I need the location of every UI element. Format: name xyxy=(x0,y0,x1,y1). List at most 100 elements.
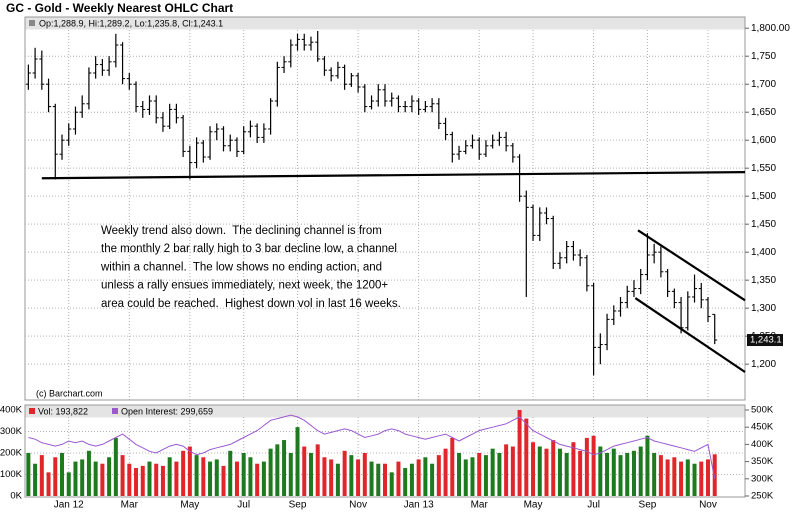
trend-line xyxy=(634,297,746,373)
x-tick-label: Mar xyxy=(121,500,139,511)
y2-tick-label: 400K xyxy=(751,439,774,450)
volume-bar xyxy=(389,472,394,496)
volume-bar xyxy=(356,459,361,496)
volume-bar xyxy=(544,448,549,496)
volume-bar xyxy=(174,461,179,496)
y-tick-label: 1,300 xyxy=(751,303,776,314)
last-price-label: 1,243.1 xyxy=(750,335,782,346)
volume-bar xyxy=(221,465,226,496)
volume-bar xyxy=(490,448,495,496)
legend-label: Vol: 193,822 xyxy=(38,406,88,416)
annotation: unless a rally ensues immediately, next … xyxy=(101,280,388,292)
volume-bar xyxy=(288,452,293,496)
volume-bar xyxy=(672,457,677,496)
volume-bar xyxy=(73,461,78,496)
annotation: within a channel. The low shows no endin… xyxy=(100,261,382,273)
y2-tick-label: 500K xyxy=(751,405,774,416)
volume-bar xyxy=(705,459,710,496)
volume-legend-strip xyxy=(25,405,745,418)
volume-bar xyxy=(342,450,347,496)
volume-bar xyxy=(517,409,522,496)
volume-bar xyxy=(33,463,38,496)
copyright: (c) Barchart.com xyxy=(36,388,103,398)
x-tick-label: Sep xyxy=(289,500,307,511)
volume-bar xyxy=(658,455,663,496)
volume-bar xyxy=(679,461,684,496)
volume-bar xyxy=(315,444,320,496)
chart-title: GC - Gold - Weekly Nearest OHLC Chart xyxy=(6,1,233,15)
volume-bar xyxy=(362,452,367,496)
volume-bar xyxy=(436,455,441,496)
y-tick-label: 200K xyxy=(0,447,23,458)
volume-bar xyxy=(26,452,31,496)
volume-bar xyxy=(423,457,428,496)
volume-bar xyxy=(187,446,192,496)
volume-bar xyxy=(463,459,468,496)
y-tick-label: 1,650 xyxy=(751,107,776,118)
x-tick-label: Mar xyxy=(471,500,489,511)
volume-bar xyxy=(66,472,71,496)
volume-bar xyxy=(322,457,327,496)
volume-bar xyxy=(598,446,603,496)
volume-bar xyxy=(504,444,509,496)
annotation: area could be reached. Highest down vol … xyxy=(101,298,401,310)
volume-bar xyxy=(134,468,139,496)
volume-bar xyxy=(430,463,435,496)
volume-bar xyxy=(618,455,623,496)
volume-bar xyxy=(194,455,199,496)
volume-bar xyxy=(113,437,118,496)
volume-bar xyxy=(275,444,280,496)
volume-bar xyxy=(497,452,502,496)
volume-bar xyxy=(107,457,112,496)
volume-bar xyxy=(537,446,542,496)
volume-bar xyxy=(652,452,657,496)
volume-bar xyxy=(531,442,536,496)
open-interest-line xyxy=(28,414,716,479)
volume-bar xyxy=(631,450,636,496)
y2-tick-label: 300K xyxy=(751,473,774,484)
x-tick-label: Jan 13 xyxy=(404,500,434,511)
volume-bar xyxy=(261,461,266,496)
last-price-box xyxy=(747,334,783,347)
volume-bar xyxy=(282,440,287,496)
y-tick-label: 1,550 xyxy=(751,163,776,174)
y-tick-label: 1,800.00 xyxy=(751,23,790,34)
volume-bar xyxy=(645,435,650,496)
y-tick-label: 1,200 xyxy=(751,359,776,370)
legend-label: Open Interest: 299,659 xyxy=(121,406,213,416)
volume-bar xyxy=(181,450,186,496)
volume-bar xyxy=(39,455,44,496)
volume-bar xyxy=(248,457,253,496)
trend-line xyxy=(41,171,746,180)
volume-bar xyxy=(416,459,421,496)
x-tick-label: Nov xyxy=(349,500,367,511)
volume-bar xyxy=(712,454,717,496)
volume-bar xyxy=(302,446,307,496)
volume-bar xyxy=(396,461,401,496)
y-tick-label: 100K xyxy=(0,469,23,480)
volume-panel xyxy=(24,404,746,498)
volume-bar xyxy=(457,452,462,496)
volume-bar xyxy=(510,446,515,496)
y-tick-label: 1,700 xyxy=(751,79,776,90)
volume-bar xyxy=(578,450,583,496)
legend-swatch xyxy=(29,408,35,414)
volume-bar xyxy=(591,435,596,496)
volume-bar xyxy=(403,468,408,496)
price-panel xyxy=(24,16,746,401)
y-tick-label: 300K xyxy=(0,426,23,437)
volume-bar xyxy=(60,452,65,496)
y2-tick-label: 250K xyxy=(751,491,774,502)
volume-bar xyxy=(665,459,670,496)
volume-bar xyxy=(295,427,300,496)
annotation: Weekly trend also down. The declining ch… xyxy=(101,225,382,237)
volume-bar xyxy=(127,463,132,496)
volume-bar xyxy=(234,461,239,496)
volume-bar xyxy=(564,452,569,496)
volume-bar xyxy=(154,463,159,496)
volume-bar xyxy=(638,446,643,496)
price-legend-strip xyxy=(25,17,745,30)
volume-bar xyxy=(409,463,414,496)
volume-bar xyxy=(376,463,381,496)
